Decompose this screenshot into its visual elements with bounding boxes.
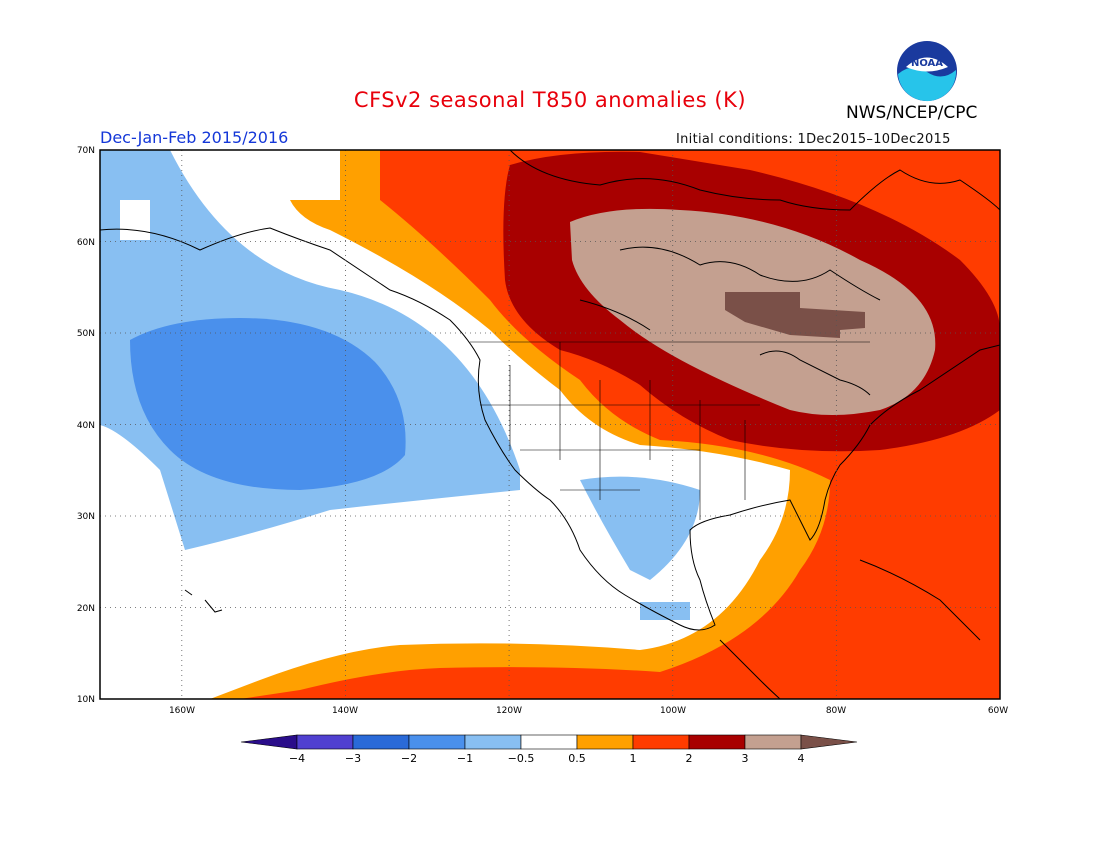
- lat-label: 70N: [77, 146, 95, 156]
- lat-label: 60N: [77, 238, 95, 248]
- colorbar-swatch: [352, 734, 410, 750]
- colorbar-tick-label: 0.5: [568, 752, 586, 765]
- lon-label: 120W: [496, 706, 522, 716]
- lon-label: 140W: [332, 706, 358, 716]
- colorbar: [240, 734, 858, 750]
- chart-title: CFSv2 seasonal T850 anomalies (K): [353, 88, 747, 112]
- colorbar-swatch: [520, 734, 578, 750]
- colorbar-tick-label: −3: [345, 752, 361, 765]
- colorbar-swatch: [632, 734, 690, 750]
- noaa-logo: NOAA: [896, 40, 958, 106]
- lat-label: 40N: [77, 421, 95, 431]
- season-label: Dec-Jan-Feb 2015/2016: [100, 128, 289, 147]
- lon-label: 60W: [988, 706, 1008, 716]
- colorbar-arrow-high: [800, 734, 858, 750]
- lon-label: 160W: [169, 706, 195, 716]
- colorbar-tick-label: 4: [798, 752, 805, 765]
- colorbar-tick-label: −1: [457, 752, 473, 765]
- colorbar-swatch: [744, 734, 802, 750]
- colorbar-tick-label: 1: [630, 752, 637, 765]
- colorbar-tick-label: −2: [401, 752, 417, 765]
- coastlines: [100, 150, 1000, 699]
- colorbar-tick-label: −0.5: [508, 752, 535, 765]
- lat-label: 10N: [77, 695, 95, 705]
- initial-conditions-label: Initial conditions: 1Dec2015–10Dec2015: [676, 132, 951, 147]
- colorbar-tick-label: −4: [289, 752, 305, 765]
- colorbar-arrow-low: [240, 734, 298, 750]
- colorbar-swatch: [296, 734, 354, 750]
- lat-label: 30N: [77, 512, 95, 522]
- lat-label: 20N: [77, 604, 95, 614]
- colorbar-swatch: [688, 734, 746, 750]
- colorbar-swatch: [408, 734, 466, 750]
- lon-label: 100W: [660, 706, 686, 716]
- colorbar-swatch: [576, 734, 634, 750]
- lon-label: 80W: [826, 706, 846, 716]
- agency-label: NWS/NCEP/CPC: [846, 103, 978, 123]
- map-frame: [99, 149, 1001, 700]
- colorbar-tick-label: 3: [742, 752, 749, 765]
- lat-label: 50N: [77, 329, 95, 339]
- colorbar-tick-label: 2: [686, 752, 693, 765]
- logo-text: NOAA: [911, 58, 943, 69]
- lat-lon-grid: [100, 150, 1000, 699]
- political-borders: [470, 341, 870, 520]
- colorbar-swatch: [464, 734, 522, 750]
